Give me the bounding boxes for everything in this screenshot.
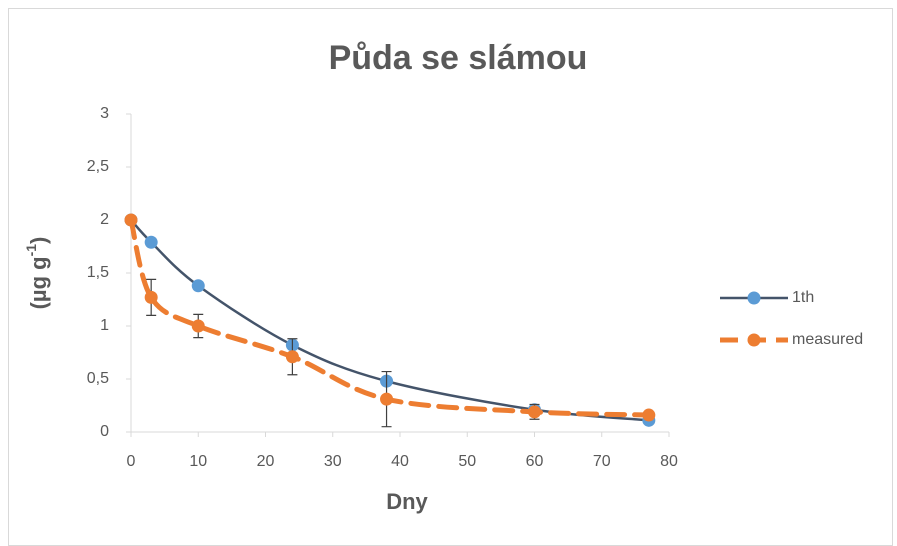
chart-title: Půda se slámou: [329, 39, 588, 77]
x-tick-label: 20: [257, 453, 275, 470]
y-axis-title-text: (µg g: [26, 256, 51, 309]
y-tick-label: 3: [100, 105, 109, 122]
x-tick-label: 40: [391, 453, 409, 470]
marker: [285, 350, 299, 364]
y-axis-title-sup: -1: [23, 244, 39, 257]
legend-marker: [747, 291, 761, 305]
x-axis-title: Dny: [386, 489, 428, 514]
x-tick-label: 50: [458, 453, 476, 470]
x-tick-label: 0: [127, 453, 136, 470]
legend-label: measured: [792, 331, 863, 348]
y-tick-label: 2: [100, 211, 109, 228]
marker: [380, 392, 394, 406]
y-tick-label: 1,5: [87, 264, 109, 281]
marker: [528, 405, 541, 419]
legend-marker: [747, 333, 761, 347]
legend-label: 1th: [792, 289, 814, 306]
marker: [124, 213, 138, 227]
y-tick-label: 1: [100, 317, 109, 334]
y-tick-label: 2,5: [87, 158, 109, 175]
y-tick-label: 0: [100, 423, 109, 440]
x-tick-label: 30: [324, 453, 342, 470]
y-tick-label: 0,5: [87, 370, 109, 387]
chart-border: [8, 8, 893, 546]
marker: [191, 279, 205, 293]
x-tick-label: 80: [660, 453, 678, 470]
marker: [144, 290, 158, 304]
x-tick-label: 10: [189, 453, 207, 470]
x-tick-label: 70: [593, 453, 611, 470]
x-tick-label: 60: [526, 453, 544, 470]
marker: [144, 235, 158, 249]
y-axis-title-suffix: ): [26, 237, 51, 244]
marker: [191, 319, 205, 333]
marker: [642, 408, 656, 422]
y-axis-title: (µg g-1): [23, 237, 51, 310]
